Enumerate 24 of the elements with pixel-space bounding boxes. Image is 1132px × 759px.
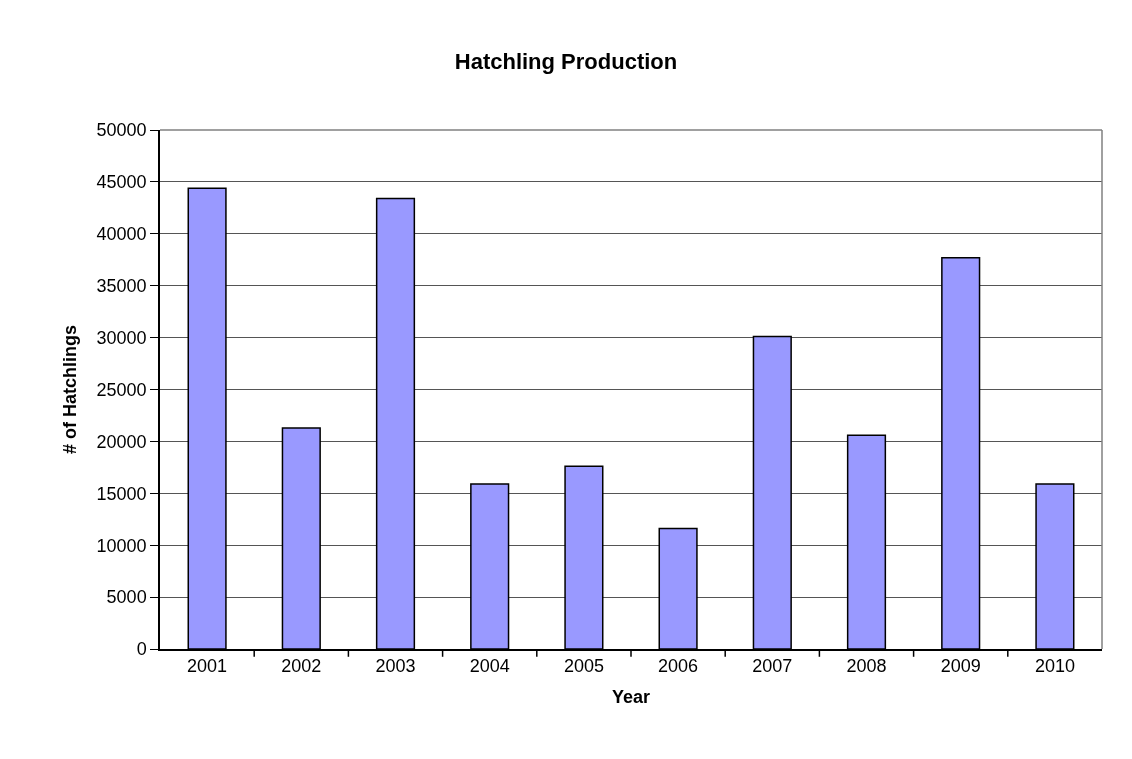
y-tick-label: 50000 [96,120,147,141]
y-tick-label: 20000 [96,431,147,452]
y-tick-label: 40000 [96,224,147,245]
y-axis-title: # of Hatchlings [60,324,81,455]
x-tick-label: 2009 [940,656,981,677]
x-tick-label: 2007 [752,656,793,677]
y-tick-label: 25000 [96,379,147,400]
y-tick-label: 0 [136,639,147,660]
x-tick-label: 2001 [187,656,228,677]
y-tick-label: 45000 [96,172,147,193]
y-tick-label: 35000 [96,276,147,296]
y-tick-label: 30000 [96,327,147,348]
chart-title: Hatchling Production [454,48,678,74]
y-tick-label: 10000 [96,535,147,556]
x-axis-title: Year [611,686,651,707]
x-tick-label: 2003 [375,656,416,677]
x-tick-label: 2004 [469,656,510,677]
x-tick-label: 2006 [658,656,699,677]
x-tick-label: 2002 [281,656,322,677]
x-tick-label: 2010 [1034,656,1075,677]
y-tick-label: 5000 [106,587,147,608]
x-tick-label: 2005 [563,656,604,677]
x-tick-label: 2008 [846,656,887,677]
y-tick-label: 15000 [96,483,147,504]
